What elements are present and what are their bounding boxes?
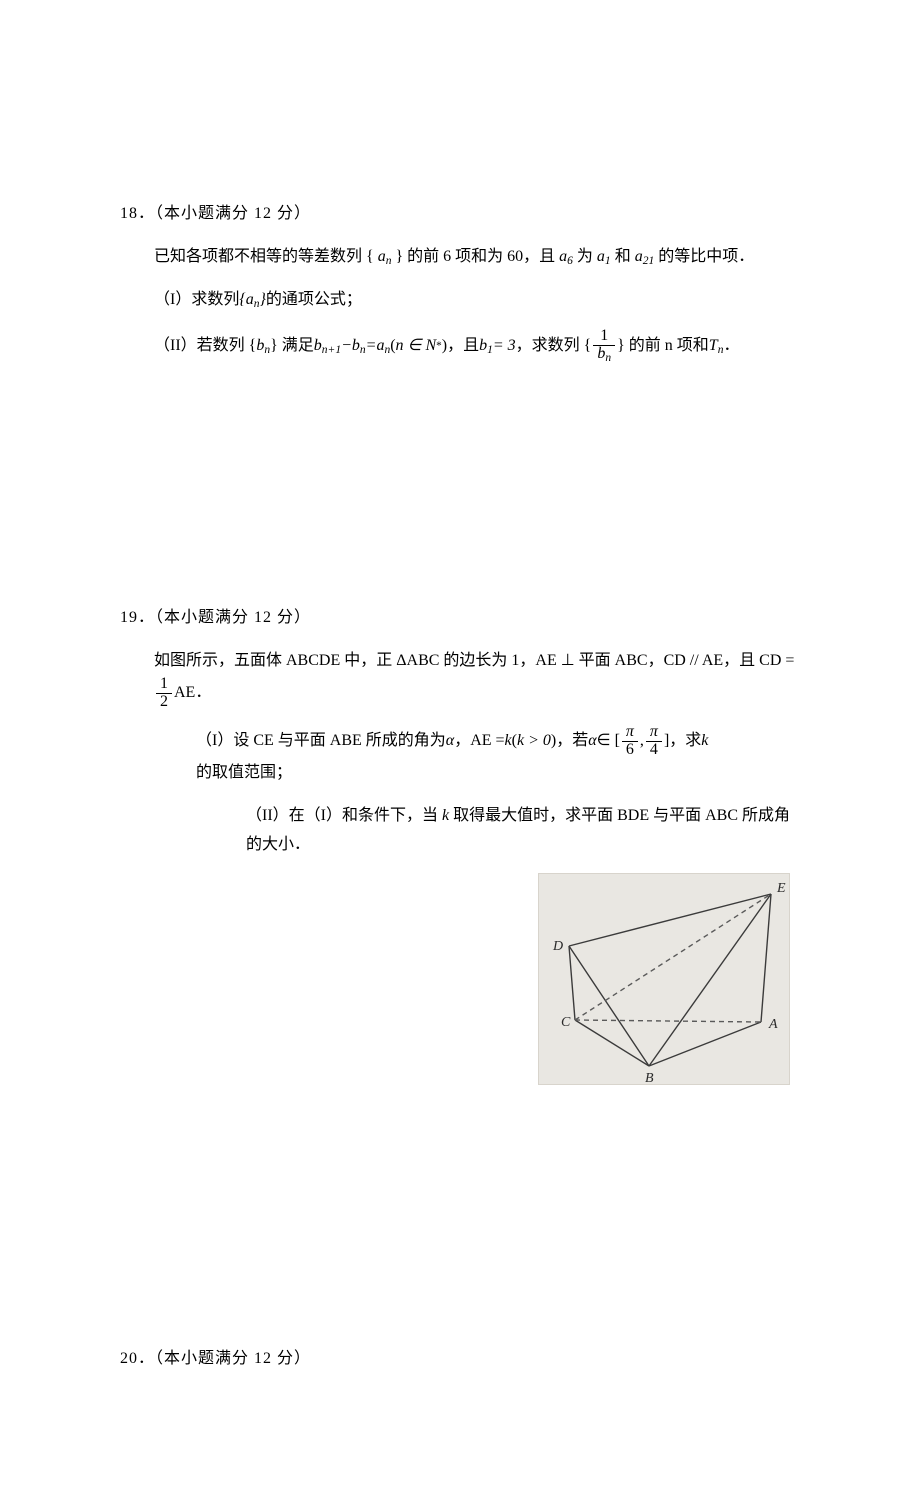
p18-part2-mid2: ，且 (447, 332, 479, 361)
problem-18-points: （本小题满分 12 分） (155, 205, 311, 222)
problem-18-header: 18．（本小题满分 12 分） (120, 200, 800, 229)
edge-C-E (575, 894, 771, 1020)
vertex-label-C: C (561, 1015, 571, 1030)
problem-18-part1: （I）求数列{an}的通项公式； (120, 286, 800, 315)
pi4-num: π (646, 724, 662, 742)
p19-part1e: ∈ [ (597, 727, 620, 756)
bnp1-sub: n+1 (322, 344, 341, 356)
frac-pi4: π 4 (646, 724, 662, 759)
edge-B-A (649, 1022, 761, 1066)
p19-part1g: 的取值范围； (196, 759, 292, 788)
problem-18-stem: 已知各项都不相等的等差数列 { an } 的前 6 项和为 60，且 a6 为 … (120, 243, 800, 272)
problem-20-header: 20．（本小题满分 12 分） (120, 1345, 800, 1374)
problem-19-part1: （I）设 CE 与平面 ABE 所成的角为 α ，AE = k ( k > 0 … (120, 724, 800, 787)
stem-text: 已知各项都不相等的等差数列 { (154, 248, 378, 265)
edge-C-A (575, 1020, 761, 1022)
eq: = (366, 332, 377, 361)
edge-D-B (569, 946, 649, 1066)
frac-pi6: π 6 (622, 724, 638, 759)
problem-18: 18．（本小题满分 12 分） 已知各项都不相等的等差数列 { an } 的前 … (120, 200, 800, 364)
p19-line1b: AE． (174, 679, 211, 708)
stem-tail: 的等比中项． (654, 248, 754, 265)
a21-sub: 21 (643, 255, 655, 267)
and: 和 (611, 248, 635, 265)
edge-C-B (575, 1020, 649, 1066)
comma: , (640, 727, 644, 756)
problem-18-part2: （II）若数列 { bn } 满足 bn+1 − bn = an(n ∈ N*)… (120, 328, 800, 364)
problem-19-figure: E D C A B (538, 873, 790, 1085)
p19-line1a: 如图所示，五面体 ABCDE 中，正 ΔABC 的边长为 1，AE ⊥ 平面 A… (154, 647, 794, 676)
T: T (709, 337, 718, 354)
problem-19-points: （本小题满分 12 分） (155, 609, 311, 626)
problem-19-line1: 如图所示，五面体 ABCDE 中，正 ΔABC 的边长为 1，AE ⊥ 平面 A… (120, 647, 800, 710)
frac-half: 1 2 (156, 676, 172, 711)
problem-19-figure-wrap: E D C A B (120, 873, 800, 1085)
stem-mid1: } 的前 6 项和为 60，且 (391, 248, 559, 265)
p18-part2-mid3: ，求数列 { (516, 332, 592, 361)
p19-part1f: ]，求 (664, 727, 701, 756)
edge-A-E (761, 894, 771, 1022)
pi4-den: 4 (646, 742, 662, 759)
pi6-den: 6 (622, 742, 638, 759)
minus: − (341, 332, 352, 361)
bnp1: b (314, 337, 322, 354)
k2: k (701, 727, 708, 756)
half-den: 2 (156, 694, 172, 711)
a1: a (597, 248, 605, 265)
alpha2: α (588, 727, 596, 756)
stem-mid2: 为 (573, 248, 597, 265)
a21: a (635, 248, 643, 265)
a: a (378, 248, 386, 265)
a6: a (559, 248, 567, 265)
edge-D-C (569, 946, 575, 1020)
vertex-label-B: B (645, 1071, 654, 1085)
edge-B-E (649, 894, 771, 1066)
p19-part1b: ，AE = (454, 727, 504, 756)
vertex-label-E: E (776, 881, 786, 896)
k: k (505, 727, 512, 756)
p18-part2-mid4: } 的前 n 项和 (617, 332, 709, 361)
eq3: = 3 (493, 332, 516, 361)
problem-19: 19．（本小题满分 12 分） 如图所示，五面体 ABCDE 中，正 ΔABC … (120, 604, 800, 1085)
pi6-num: π (622, 724, 638, 742)
p18-part1-tail: 的通项公式； (266, 291, 362, 308)
p19-part1d: )，若 (551, 727, 588, 756)
p18-part2-mid1: } 满足 (270, 332, 314, 361)
vertex-label-D: D (552, 939, 563, 954)
a: a (246, 291, 254, 308)
problem-18-number: 18． (120, 205, 155, 222)
p18-part2-label: （II）若数列 { (154, 332, 256, 361)
p18-part1-label: （I）求数列 (154, 291, 239, 308)
frac-den-sub: n (605, 352, 611, 364)
b1: b (479, 337, 487, 354)
p19-part1a: （I）设 CE 与平面 ABE 所成的角为 (196, 727, 446, 756)
edge-D-E (569, 894, 771, 946)
kgt0: k > 0 (517, 727, 551, 756)
problem-20-points: （本小题满分 12 分） (155, 1350, 311, 1367)
n-in-N: n ∈ N (396, 332, 437, 361)
problem-19-number: 19． (120, 609, 155, 626)
problem-20-number: 20． (120, 1350, 155, 1367)
period: ． (723, 332, 739, 361)
frac-1-over-bn: 1 bn (593, 328, 615, 364)
vertex-label-A: A (768, 1017, 778, 1032)
problem-20: 20．（本小题满分 12 分） (120, 1345, 800, 1374)
frac-num: 1 (593, 328, 615, 346)
problem-19-part2: （II）在（I）和条件下，当 k 取得最大值时，求平面 BDE 与平面 ABC … (120, 802, 800, 860)
alpha: α (446, 727, 454, 756)
half-num: 1 (156, 676, 172, 694)
problem-19-header: 19．（本小题满分 12 分） (120, 604, 800, 633)
p19-part2a: （II）在（I）和条件下，当 (246, 807, 442, 824)
bn: b (352, 337, 360, 354)
